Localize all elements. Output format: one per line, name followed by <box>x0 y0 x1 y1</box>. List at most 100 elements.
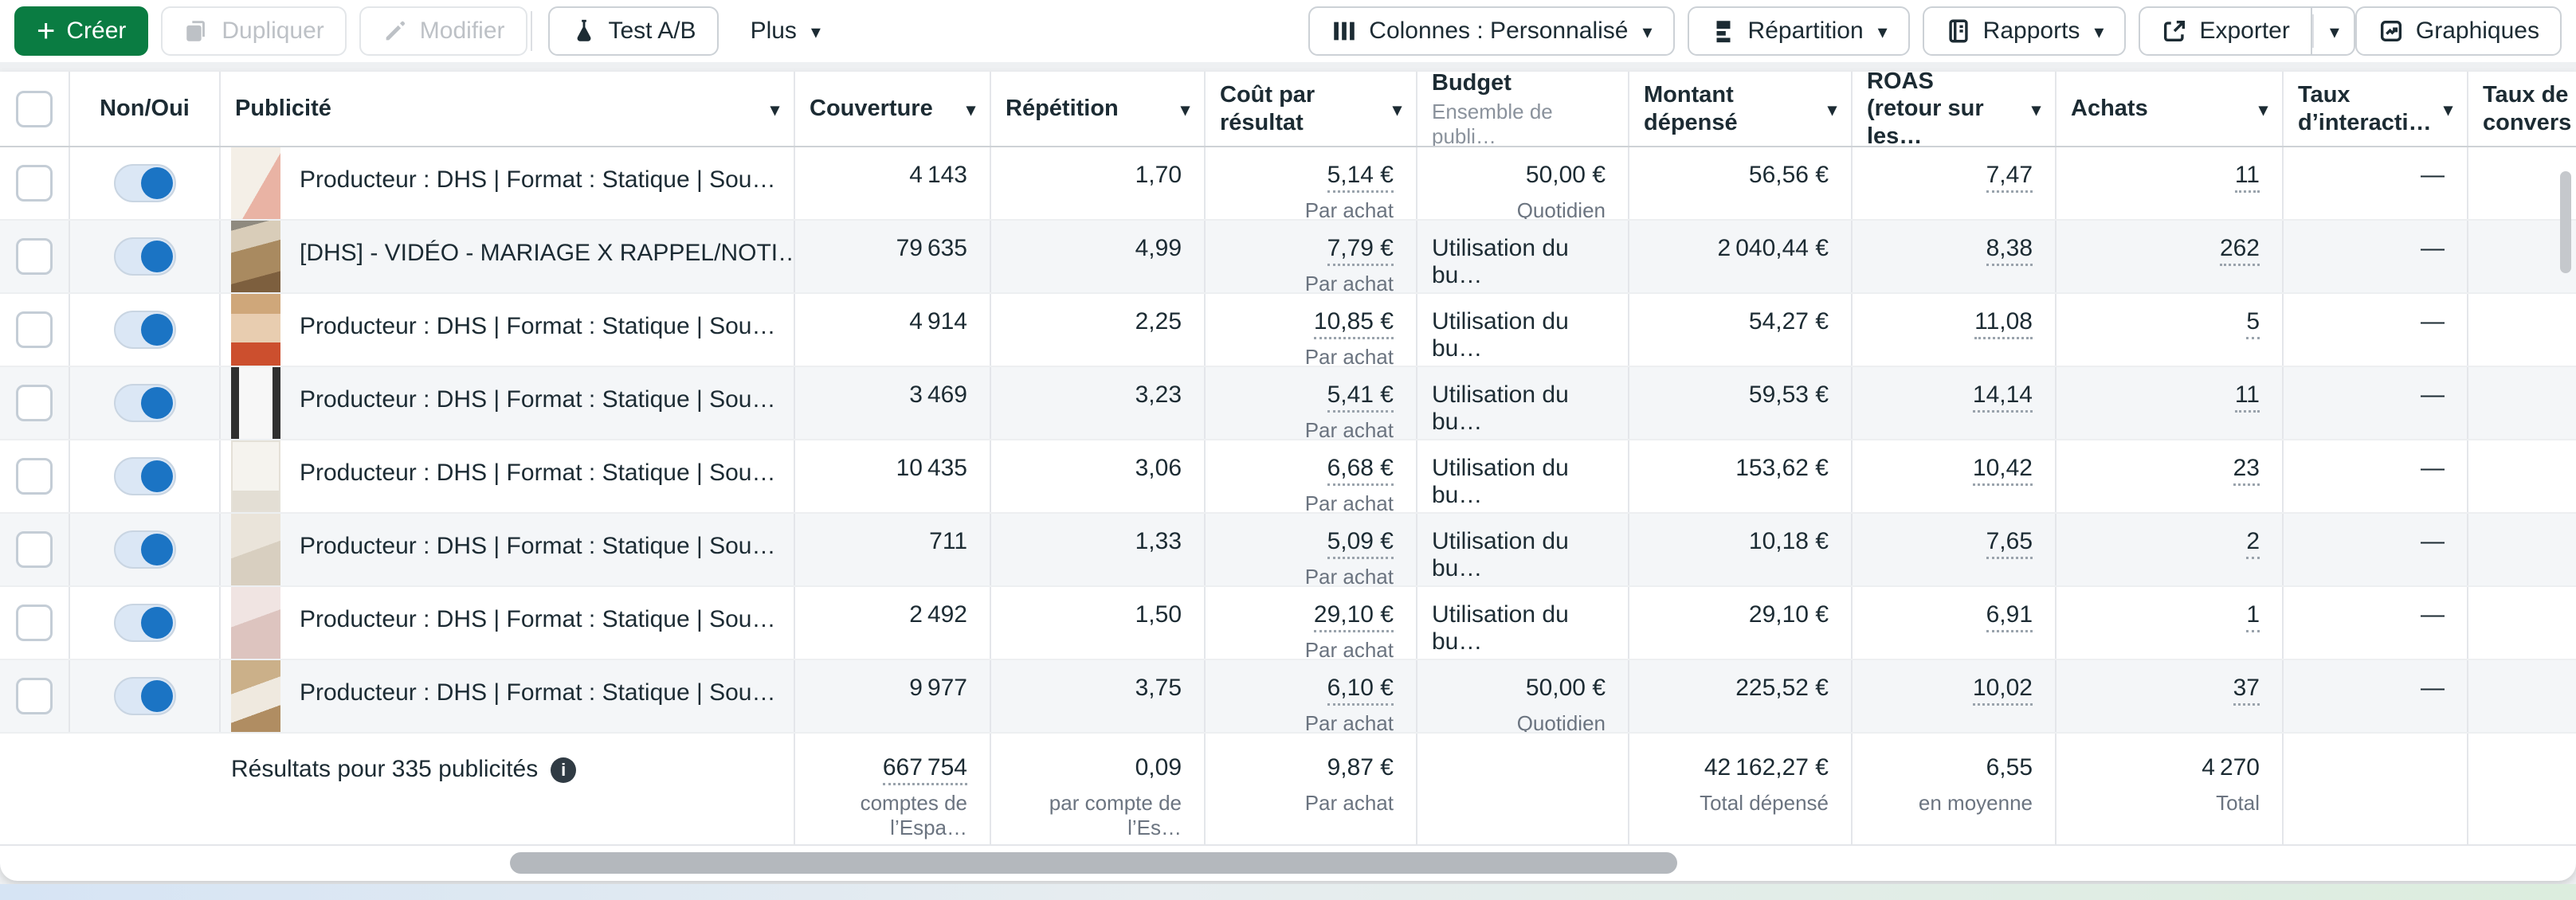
budget-cell: 50,00 € Quotidien <box>1417 147 1629 219</box>
column-header-conversion-rate[interactable]: Taux de convers <box>2468 72 2576 146</box>
page-background-gap <box>0 62 2576 72</box>
ad-name-cell: Producteur : DHS | Format : Statique | S… <box>221 440 795 512</box>
budget-cell: Utilisation du bu… <box>1417 587 1629 659</box>
ad-name-link[interactable]: Producteur : DHS | Format : Statique | S… <box>300 533 776 559</box>
ad-status-toggle[interactable] <box>113 530 176 569</box>
ad-name-link[interactable]: Producteur : DHS | Format : Statique | S… <box>300 606 776 632</box>
row-select-cell <box>0 221 70 292</box>
column-header-amount-spent[interactable]: Montant dépensé <box>1629 72 1853 146</box>
column-header-ad[interactable]: Publicité <box>221 72 795 146</box>
column-header-cost-per-result[interactable]: Coût par résultat <box>1206 72 1417 146</box>
conversion-rate-cell <box>2468 367 2576 439</box>
reach-cell: 4 143 <box>795 147 991 219</box>
row-checkbox[interactable] <box>16 385 53 421</box>
ad-name-link[interactable]: Producteur : DHS | Format : Statique | S… <box>300 679 776 706</box>
interaction-rate-cell: — <box>2284 440 2468 512</box>
row-checkbox[interactable] <box>16 165 53 202</box>
ad-name-link[interactable]: Producteur : DHS | Format : Statique | S… <box>300 386 776 413</box>
select-all-header[interactable] <box>0 72 70 146</box>
spent-header-label: Montant dépensé <box>1644 82 1738 135</box>
toggle-knob <box>140 534 173 565</box>
row-checkbox[interactable] <box>16 458 53 495</box>
export-button-label: Exporter <box>2199 18 2290 44</box>
cost-per-result-cell: 5,09 € Par achat <box>1206 514 1417 585</box>
ad-name-link[interactable]: Producteur : DHS | Format : Statique | S… <box>300 460 776 486</box>
amount-spent-cell: 59,53 € <box>1629 367 1853 439</box>
ad-status-toggle[interactable] <box>113 237 176 276</box>
frequency-cell: 4,99 <box>991 221 1206 292</box>
column-header-frequency[interactable]: Répétition <box>991 72 1206 146</box>
ad-name-cell: Producteur : DHS | Format : Statique | S… <box>221 367 795 439</box>
frequency-cell: 1,70 <box>991 147 1206 219</box>
select-all-checkbox[interactable] <box>16 90 53 127</box>
export-options-button[interactable] <box>2311 6 2355 56</box>
columns-button[interactable]: Colonnes : Personnalisé <box>1308 6 1675 56</box>
purchases-cell: 11 <box>2056 367 2284 439</box>
budget-header-group: Budget Ensemble de publi… <box>1432 72 1613 146</box>
sort-caret-icon <box>770 95 779 122</box>
ad-header-label: Publicité <box>235 96 331 122</box>
reports-button[interactable]: Rapports <box>1922 6 2127 56</box>
results-count-label: Résultats pour 335 publicités <box>231 756 539 782</box>
row-checkbox[interactable] <box>16 531 53 568</box>
export-button[interactable]: Exporter <box>2139 6 2312 56</box>
more-button[interactable]: Plus <box>737 6 833 56</box>
amount-spent-cell: 2 040,44 € <box>1629 221 1853 292</box>
ad-status-toggle[interactable] <box>113 384 176 422</box>
column-header-interaction-rate[interactable]: Taux d’interacti… <box>2284 72 2468 146</box>
reports-button-label: Rapports <box>1982 18 2080 44</box>
budget-header-sublabel: Ensemble de publi… <box>1432 99 1553 146</box>
summary-conversion-cell <box>2468 734 2576 844</box>
interaction-rate-cell: — <box>2284 514 2468 585</box>
interaction-rate-cell: — <box>2284 367 2468 439</box>
summary-reach-cell: 667 754 comptes de l’Espa… <box>795 734 991 844</box>
breakdown-button[interactable]: Répartition <box>1687 6 1910 56</box>
ad-status-toggle[interactable] <box>113 311 176 349</box>
sort-caret-icon <box>1181 95 1190 122</box>
reach-cell: 79 635 <box>795 221 991 292</box>
budget-cell: Utilisation du bu… <box>1417 221 1629 292</box>
frequency-cell: 1,50 <box>991 587 1206 659</box>
row-checkbox[interactable] <box>16 311 53 348</box>
ad-name-link[interactable]: [DHS] - VIDÉO - MARIAGE X RAPPEL/NOTI… <box>300 240 795 266</box>
budget-cell: Utilisation du bu… <box>1417 294 1629 366</box>
ad-status-toggle[interactable] <box>113 677 176 715</box>
sort-caret-icon <box>1393 95 1402 122</box>
row-checkbox[interactable] <box>16 238 53 275</box>
ad-name-cell: Producteur : DHS | Format : Statique | S… <box>221 514 795 585</box>
row-checkbox[interactable] <box>16 605 53 641</box>
charts-button[interactable]: Graphiques <box>2354 6 2562 56</box>
ad-status-toggle[interactable] <box>113 604 176 642</box>
ad-name-link[interactable]: Producteur : DHS | Format : Statique | S… <box>300 166 776 193</box>
create-button[interactable]: Créer <box>14 6 149 56</box>
vertical-scrollbar-thumb[interactable] <box>2560 171 2571 273</box>
row-toggle-cell <box>70 440 221 512</box>
export-icon <box>2161 18 2188 45</box>
column-header-toggle: Non/Oui <box>70 72 221 146</box>
table-header-row: Non/Oui Publicité Couverture Répétition … <box>0 72 2576 147</box>
row-toggle-cell <box>70 367 221 439</box>
chevron-down-icon <box>2094 18 2104 45</box>
summary-budget-cell <box>1417 734 1629 844</box>
row-checkbox[interactable] <box>16 678 53 714</box>
reach-cell: 711 <box>795 514 991 585</box>
frequency-cell: 2,25 <box>991 294 1206 366</box>
copy-icon <box>183 18 210 45</box>
column-header-purchases[interactable]: Achats <box>2056 72 2284 146</box>
budget-cell: Utilisation du bu… <box>1417 514 1629 585</box>
conversion-rate-cell <box>2468 440 2576 512</box>
ad-status-toggle[interactable] <box>113 457 176 495</box>
horizontal-scrollbar-thumb[interactable] <box>510 852 1677 874</box>
column-header-budget[interactable]: Budget Ensemble de publi… <box>1417 72 1629 146</box>
column-header-reach[interactable]: Couverture <box>795 72 991 146</box>
row-select-cell <box>0 660 70 732</box>
ad-name-link[interactable]: Producteur : DHS | Format : Statique | S… <box>300 313 776 339</box>
info-icon[interactable]: i <box>551 757 577 783</box>
duplicate-button: Dupliquer <box>161 6 347 56</box>
cost-per-result-cell: 6,10 € Par achat <box>1206 660 1417 732</box>
ab-test-button[interactable]: Test A/B <box>547 6 719 56</box>
column-header-roas[interactable]: ROAS (retour sur les… <box>1853 72 2056 146</box>
summary-purchases-cell: 4 270 Total <box>2056 734 2284 844</box>
ad-name-cell: [DHS] - VIDÉO - MARIAGE X RAPPEL/NOTI… <box>221 221 795 292</box>
ad-status-toggle[interactable] <box>113 164 176 202</box>
